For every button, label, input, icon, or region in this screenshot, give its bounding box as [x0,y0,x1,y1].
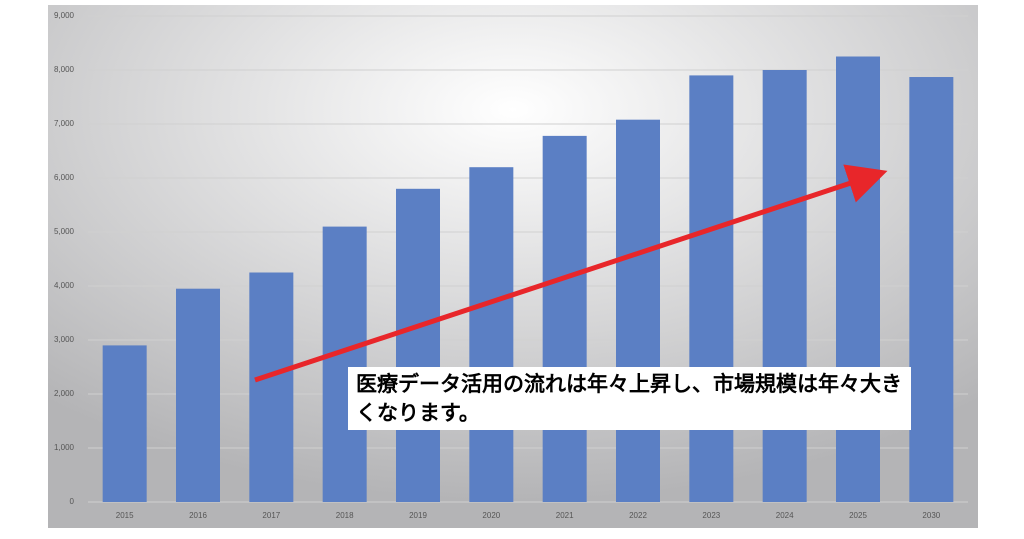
annotation: 医療データ活用の流れは年々上昇し、市場規模は年々大きくなります。 [348,367,911,430]
y-tick-label: 6,000 [54,173,75,182]
y-tick-label: 1,000 [54,443,75,452]
x-tick-label: 2019 [409,511,427,520]
bar [176,288,220,502]
x-tick-label: 2016 [189,511,207,520]
y-tick-label: 2,000 [54,389,75,398]
x-tick-label: 2017 [262,511,280,520]
bar [616,119,660,503]
bar [762,70,807,502]
y-tick-label: 7,000 [54,119,75,128]
x-tick-label: 2021 [556,511,574,520]
y-tick-label: 0 [70,497,75,506]
x-tick-label: 2022 [629,511,647,520]
bar [909,77,954,503]
y-tick-label: 5,000 [54,227,75,236]
bar [836,56,880,502]
x-tick-label: 2025 [849,511,867,520]
bar [249,272,294,502]
x-tick-label: 2020 [482,511,500,520]
bar [689,75,734,503]
y-tick-label: 4,000 [54,281,75,290]
x-tick-label: 2023 [702,511,720,520]
y-tick-label: 9,000 [54,11,75,20]
bar [322,226,367,502]
x-tick-label: 2030 [922,511,940,520]
x-tick-label: 2024 [776,511,794,520]
y-tick-label: 3,000 [54,335,75,344]
x-tick-label: 2015 [116,511,134,520]
bar [469,167,514,502]
y-tick-label: 8,000 [54,65,75,74]
bar [542,135,587,502]
x-tick-label: 2018 [336,511,354,520]
bar [102,345,147,502]
bar [396,188,440,503]
trend-arrow [254,164,888,383]
